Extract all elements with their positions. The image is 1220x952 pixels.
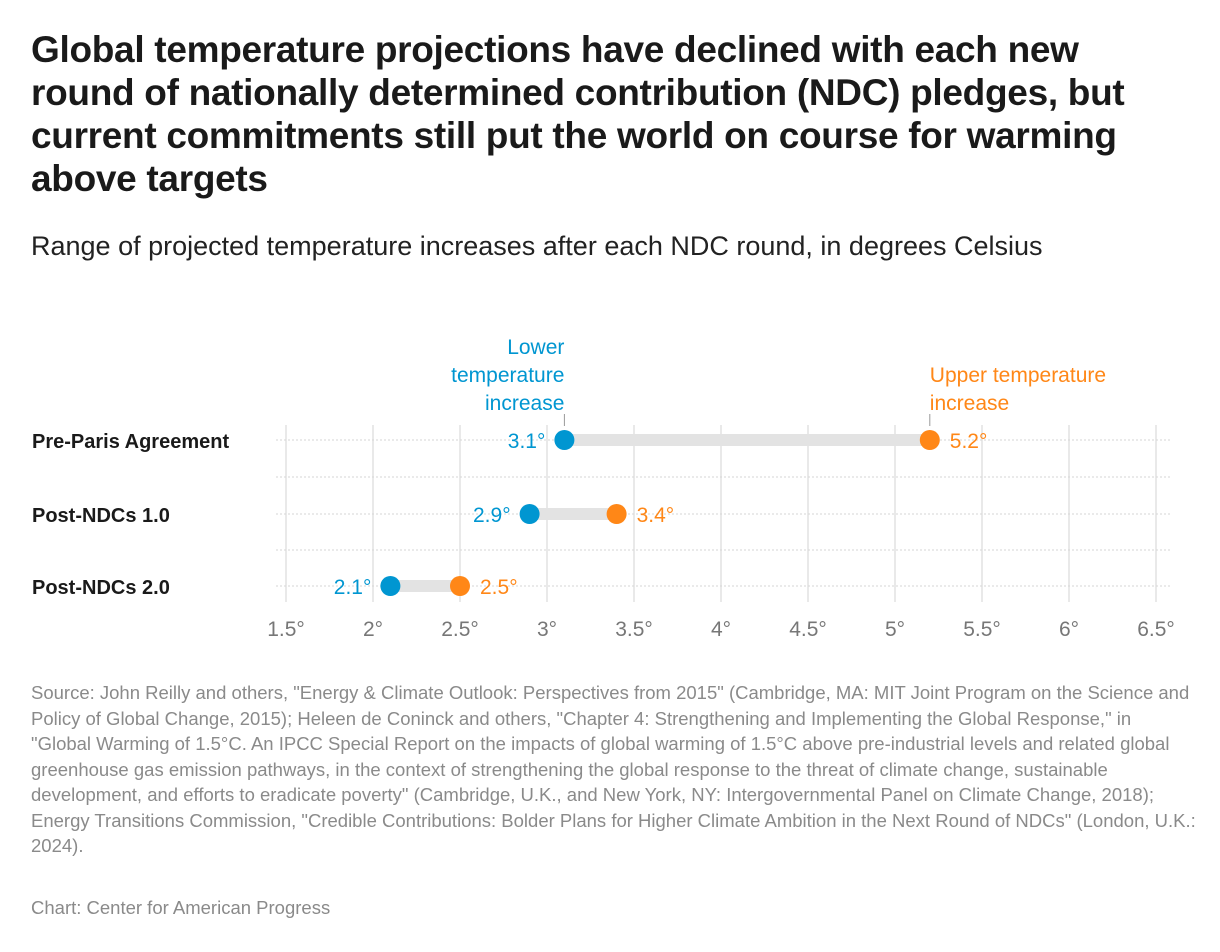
x-tick-label: 2.5° <box>441 618 479 641</box>
dumbbell-chart: 1.5° 2° 2.5° 3° 3.5° 4° 4.5° 5° 5.5° 6° 6.5° Pre-Pa… <box>32 336 1175 641</box>
upper-dot <box>450 576 470 596</box>
chart-credit: Chart: Center for American Progress <box>31 897 331 918</box>
category-label: Post-NDCs 1.0 <box>32 505 170 527</box>
lower-value-label: 2.9° <box>473 504 511 527</box>
lower-annotation: increase <box>485 392 564 415</box>
upper-value-label: 5.2° <box>950 430 988 453</box>
x-tick-label: 3° <box>537 618 557 641</box>
x-tick-label: 4° <box>711 618 731 641</box>
chart-title: Global temperature projections have decl… <box>31 29 1125 199</box>
x-tick-label: 6° <box>1059 618 1079 641</box>
lower-annotation: temperature <box>451 364 564 387</box>
x-tick-label: 3.5° <box>615 618 653 641</box>
x-tick-label: 1.5° <box>267 618 305 641</box>
lower-annotation: Lower <box>507 336 564 359</box>
x-tick-label: 5° <box>885 618 905 641</box>
x-tick-label: 2° <box>363 618 383 641</box>
lower-dot <box>519 504 540 524</box>
category-label: Pre-Paris Agreement <box>32 431 229 453</box>
lower-value-label: 3.1° <box>508 430 546 453</box>
x-tick-label: 4.5° <box>789 618 827 641</box>
x-tick-label: 6.5° <box>1137 618 1175 641</box>
lower-value-label: 2.1° <box>334 576 372 599</box>
x-tick-label: 5.5° <box>963 618 1001 641</box>
lower-dot <box>554 430 575 450</box>
upper-annotation: Upper temperature <box>930 364 1106 387</box>
upper-value-label: 2.5° <box>480 576 518 599</box>
source-note: Source: John Reilly and others, "Energy … <box>31 682 1196 856</box>
upper-dot <box>919 430 940 450</box>
lower-dot <box>380 576 401 596</box>
upper-value-label: 3.4° <box>637 504 675 527</box>
category-label: Post-NDCs 2.0 <box>32 577 170 599</box>
upper-dot <box>606 504 627 524</box>
upper-annotation: increase <box>930 392 1009 415</box>
chart-subtitle: Range of projected temperature increases… <box>31 231 1043 261</box>
